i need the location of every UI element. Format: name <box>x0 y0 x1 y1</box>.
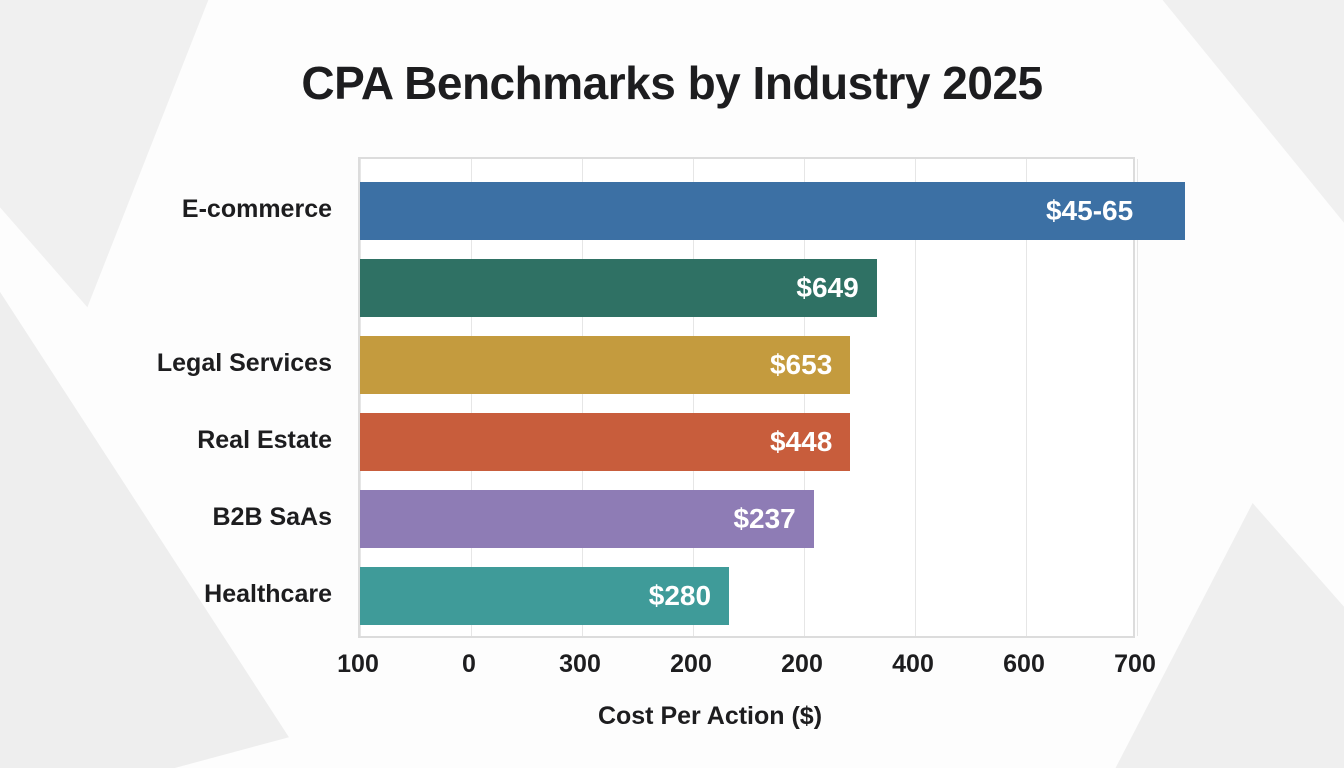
category-label: Legal Services <box>156 349 332 377</box>
gridline <box>582 159 583 636</box>
bar-unlabeled: $649 <box>360 259 877 317</box>
chart-title: CPA Benchmarks by Industry 2025 <box>301 57 1043 109</box>
gridline <box>360 159 361 636</box>
category-label: E-commerce <box>181 195 332 223</box>
bar-value-label: $649 <box>796 272 859 303</box>
bar-value-label: $45-65 <box>1045 195 1134 226</box>
gridline <box>471 159 472 636</box>
gridline <box>693 159 694 636</box>
category-label: Real Estate <box>197 426 332 454</box>
bar-healthcare: $280 <box>360 567 730 625</box>
x-tick-label: 0 <box>462 650 476 678</box>
x-tick-label: 400 <box>892 650 934 678</box>
category-label <box>80 257 332 315</box>
x-tick-label: 700 <box>1114 650 1156 678</box>
gridline <box>1137 159 1138 636</box>
x-axis-label: Cost Per Action ($) <box>597 702 823 730</box>
bar-e-commerce: $45-65 <box>360 182 1186 240</box>
bar-value-label: $448 <box>769 426 833 457</box>
bar-legal-services: $653 <box>360 336 851 394</box>
bar-b2b-saas: $237 <box>360 490 814 548</box>
x-tick-label: 600 <box>1003 650 1045 678</box>
bar-value-label: $653 <box>769 349 833 380</box>
x-tick-label: 200 <box>670 650 712 678</box>
x-tick-label: 300 <box>559 650 601 678</box>
gridline <box>915 159 916 636</box>
bar-real-estate: $448 <box>360 413 851 471</box>
plot-area: $45-65 $649 $653 $448 $237 $280 <box>358 157 1186 638</box>
bar-value-label: $280 <box>648 580 712 611</box>
category-label: Healthcare <box>204 580 332 608</box>
bar-value-label: $237 <box>733 503 796 534</box>
gridline <box>1026 159 1027 636</box>
gridline <box>804 159 805 636</box>
x-tick-label: 200 <box>781 650 823 678</box>
x-tick-label: 100 <box>337 650 379 678</box>
category-label: B2B SaAs <box>212 503 333 531</box>
